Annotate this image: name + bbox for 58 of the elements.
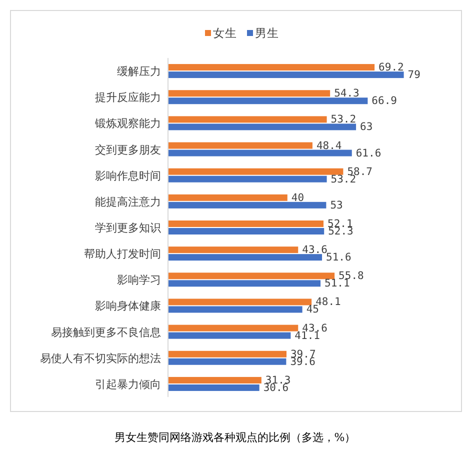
data-label: 40 (291, 192, 304, 204)
y-tick-label: 引起暴力倾向 (95, 378, 161, 391)
data-label: 54.3 (334, 88, 360, 100)
bar (168, 358, 286, 365)
bar (168, 254, 322, 261)
bar (168, 64, 375, 71)
bar (168, 298, 312, 306)
bar (168, 142, 312, 149)
y-tick-label: 锻炼观察能力 (94, 117, 161, 130)
bar (168, 306, 302, 313)
bar (168, 176, 327, 182)
data-label: 43.6 (302, 244, 328, 256)
y-tick-label: 缓解压力 (117, 65, 161, 78)
bar (168, 98, 368, 104)
data-label: 53 (330, 199, 343, 212)
data-label: 41.1 (294, 330, 320, 342)
y-tick-label: 帮助人打发时间 (84, 248, 161, 261)
bar (168, 220, 324, 227)
bar (168, 324, 298, 332)
bar (168, 150, 352, 156)
data-label: 63 (360, 121, 373, 134)
bar (168, 384, 260, 391)
y-tick-label: 提升反应能力 (95, 91, 161, 104)
data-label: 79 (408, 69, 420, 82)
y-tick-label: 影响作息时间 (95, 169, 161, 182)
y-tick-label: 易使人有不切实际的想法 (40, 352, 161, 365)
bar (168, 280, 321, 287)
bar (168, 350, 286, 358)
bar (168, 168, 344, 175)
y-tick-label: 学到更多知识 (95, 222, 161, 234)
data-label: 52.3 (328, 226, 354, 238)
y-tick-label: 交到更多朋友 (95, 143, 161, 156)
bar (168, 272, 335, 280)
y-tick-label: 能提高注意力 (95, 195, 161, 208)
bar (168, 194, 288, 201)
data-label: 53.2 (330, 114, 356, 126)
text: 男女生赞同网络游戏各种观点的比例（多选，%） (114, 431, 356, 444)
data-label: 69.2 (378, 62, 404, 74)
bar (168, 72, 404, 78)
bar (168, 246, 298, 254)
data-label: 45 (306, 304, 319, 316)
data-label: 48.4 (316, 140, 342, 152)
bar (168, 228, 324, 234)
data-label: 61.6 (356, 147, 382, 160)
data-label: 51.1 (324, 278, 350, 290)
legend-label: 男生 (255, 26, 279, 40)
bar (168, 376, 262, 384)
bar (168, 124, 356, 130)
bar (168, 116, 327, 123)
data-label: 66.9 (372, 95, 397, 108)
y-tick-label: 易接触到更多不良信息 (51, 326, 161, 339)
bar (168, 202, 326, 208)
y-tick-label: 影响学习 (117, 274, 161, 287)
data-label: 51.6 (326, 252, 352, 264)
bar (168, 332, 291, 339)
bar (168, 90, 330, 97)
y-tick-label: 影响身体健康 (95, 300, 161, 313)
legend-label: 女生 (213, 26, 237, 40)
